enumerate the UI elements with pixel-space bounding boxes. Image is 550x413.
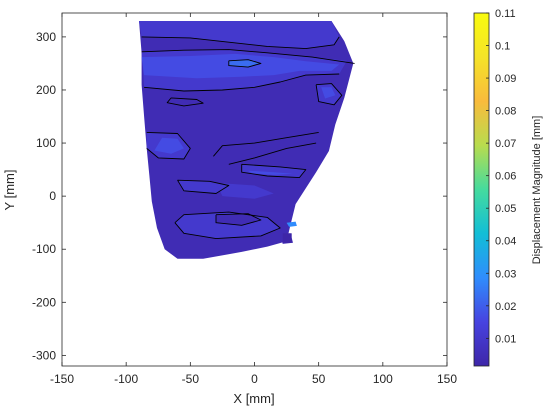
y-tick-label: 300: [36, 30, 56, 44]
colorbar-tick-label: 0.02: [495, 301, 516, 313]
x-tick-label: 50: [312, 372, 326, 386]
x-tick-label: -50: [182, 372, 200, 386]
contour-line: [241, 163, 307, 179]
contour-region: [248, 170, 293, 175]
colorbar-tick-label: 0.04: [495, 236, 516, 248]
contour-region: [216, 213, 261, 226]
contour-line: [146, 131, 191, 160]
plot-panel: -150 -100 -50 0 50 100 150 -300 -200 -100 0 100 200…: [2, 12, 457, 406]
contour-line: [141, 36, 340, 50]
y-axis-ticks: -300 -200 -100 0 100 200 300: [32, 30, 447, 362]
x-tick-label: 0: [251, 372, 258, 386]
y-tick-label: 100: [36, 136, 56, 150]
contour-line: [215, 213, 262, 226]
contour-line: [166, 97, 204, 107]
colorbar-tick-label: 0.03: [495, 268, 516, 280]
contour-region: [282, 233, 292, 243]
contour-line: [228, 59, 262, 68]
y-tick-label: 0: [49, 189, 56, 203]
contour-region: [177, 180, 229, 194]
contour-line: [177, 179, 230, 194]
contour-region: [167, 97, 204, 106]
y-tick-label: 200: [36, 83, 56, 97]
colorbar-tick-label: 0.07: [495, 138, 516, 150]
contour-region: [286, 221, 297, 227]
field-layer: [139, 21, 354, 259]
colorbar-tick-label: 0.09: [495, 73, 516, 85]
x-axis-ticks: -150 -100 -50 0 50 100 150: [50, 13, 457, 386]
contour-line: [213, 131, 319, 157]
colorbar-tick-label: 0.1: [495, 41, 510, 53]
colorbar-label: Displacement Magnitude [mm]: [531, 116, 543, 265]
contour-region: [228, 59, 261, 68]
colorbar-tick-label: 0.06: [495, 171, 516, 183]
contour-region: [154, 137, 184, 154]
colorbar-gradient: [473, 12, 490, 367]
x-axis-label: X [mm]: [233, 391, 274, 406]
y-axis-label: Y [mm]: [2, 170, 17, 211]
contour-region: [213, 132, 319, 165]
contour-line: [174, 211, 281, 240]
colorbar-tick-label: 0.08: [495, 106, 516, 118]
x-tick-label: 100: [373, 372, 393, 386]
colorbar-tick-label: 0.11: [495, 8, 516, 20]
contour-line-layer: [141, 36, 355, 240]
contour-line: [141, 49, 355, 64]
colorbar: 0.01 0.02 0.03 0.04 0.05 0.06 0.07 0.08 0.09 0.1 0…: [473, 8, 543, 367]
contour-line: [315, 83, 343, 106]
x-tick-label: 150: [437, 372, 457, 386]
y-tick-label: -300: [32, 348, 56, 362]
contour-region: [216, 182, 274, 199]
contour-line: [144, 73, 340, 92]
x-tick-label: -100: [114, 372, 138, 386]
y-tick-label: -100: [32, 242, 56, 256]
y-tick-label: -200: [32, 295, 56, 309]
colorbar-ticks: 0.01 0.02 0.03 0.04 0.05 0.06 0.07 0.08 0.09 0.1 0…: [486, 8, 516, 345]
colorbar-tick-label: 0.05: [495, 203, 516, 215]
contour-region: [321, 87, 336, 99]
contour-region: [139, 21, 340, 49]
x-tick-label: -150: [50, 372, 74, 386]
colorbar-tick-label: 0.01: [495, 333, 516, 345]
contour-line: [228, 142, 317, 165]
